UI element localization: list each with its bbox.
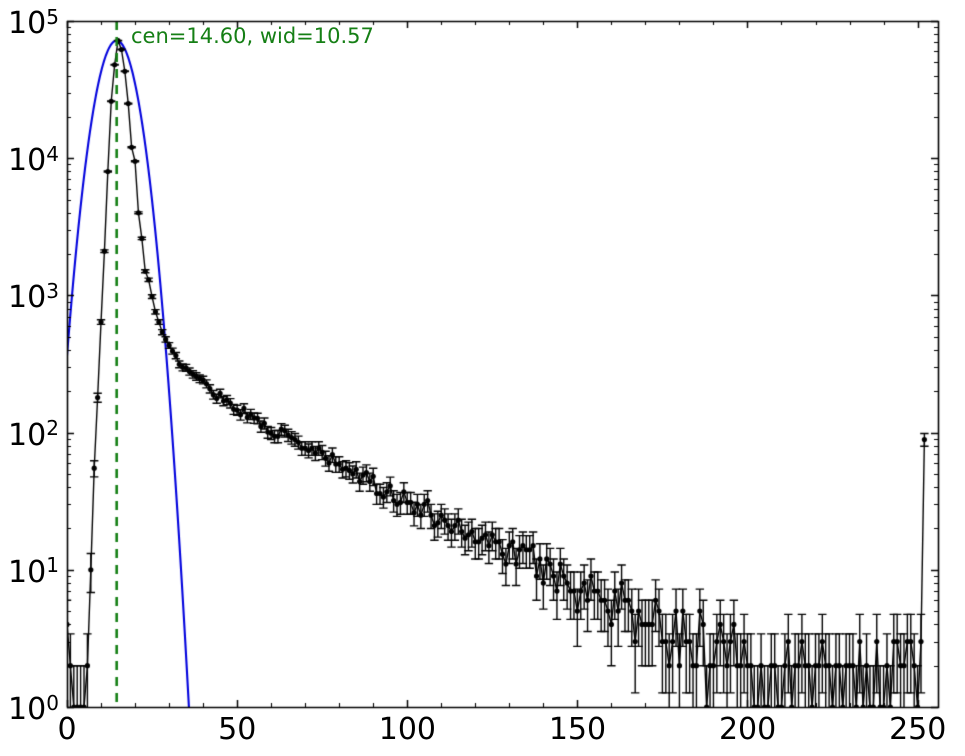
- y-axis-tick-label: 101: [8, 553, 59, 590]
- y-axis-tick-label: 100: [8, 690, 59, 727]
- x-axis-tick-label: 200: [718, 712, 777, 747]
- fit-parameters-annotation: cen=14.60, wid=10.57: [131, 24, 374, 48]
- x-axis-tick-label: 50: [218, 712, 257, 747]
- x-axis-tick-label: 0: [57, 712, 77, 747]
- y-axis-tick-label: 104: [8, 141, 59, 179]
- x-axis-tick-label: 100: [378, 712, 436, 747]
- y-axis-tick-label: 103: [8, 279, 59, 316]
- x-axis-tick-label: 250: [889, 712, 947, 747]
- y-axis-tick-label: 105: [8, 4, 59, 41]
- x-axis-tick-label: 150: [548, 712, 607, 747]
- y-axis-tick-label: 102: [8, 416, 59, 453]
